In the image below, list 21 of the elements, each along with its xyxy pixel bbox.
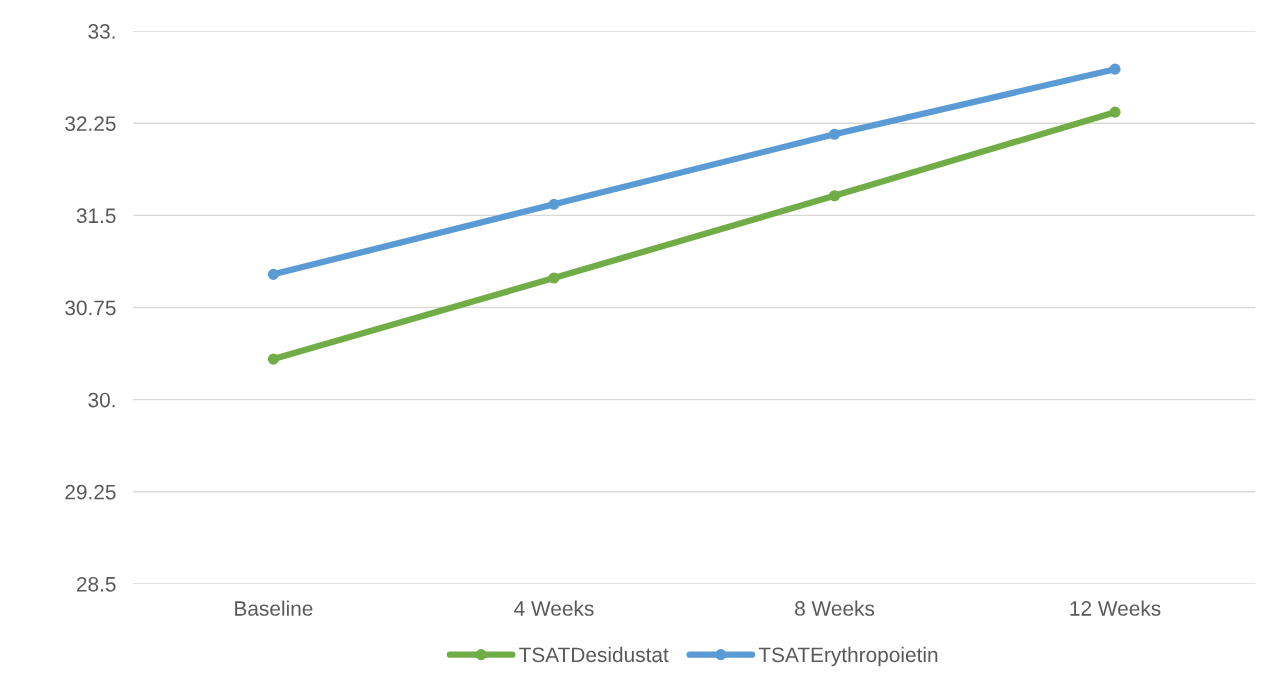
y-tick-label: 30.75 [65,300,116,316]
x-tick-label: 4 Weeks [514,600,594,616]
y-tick-label: 32.25 [65,116,116,131]
point [548,198,560,210]
point [828,128,841,140]
y-tick-label: 31.5 [76,208,116,224]
y-tick-label: 33. [88,24,115,39]
y-tick-label: 30. [88,392,115,408]
y-tick-label: 29.25 [65,484,116,500]
point [267,353,279,365]
y-tick-label: 28.5 [76,576,116,592]
x-tick-label: 8 Weeks [795,600,875,616]
point [548,272,560,284]
legend-label: TSATDesidustat [519,646,669,663]
legend-label: TSATErythropoietin [758,646,938,667]
point [267,268,279,280]
x-tick-label: 12 Weeks [1070,600,1161,616]
point [1109,63,1121,75]
point [1109,106,1121,118]
x-tick-label: Baseline [235,600,313,616]
point [828,190,841,202]
